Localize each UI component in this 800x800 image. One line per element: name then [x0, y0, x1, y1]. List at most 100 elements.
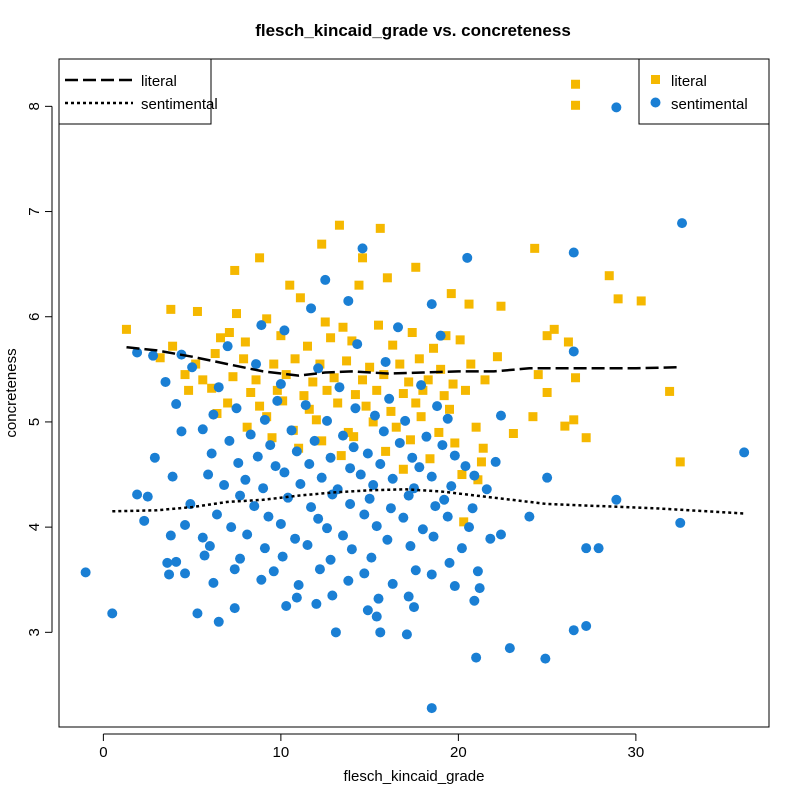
sentimental-point — [495, 410, 506, 421]
sentimental-point — [611, 102, 622, 113]
x-axis: 0 10 20 30 — [99, 733, 645, 761]
sentimental-point — [442, 413, 453, 424]
literal-point — [365, 362, 375, 372]
legend-points: literal sentimental — [638, 58, 770, 125]
y-tick-label: 7 — [26, 207, 43, 215]
literal-point — [460, 385, 470, 395]
sentimental-point — [338, 530, 348, 541]
trend-line-literal — [126, 345, 681, 377]
legend-points-box — [638, 58, 770, 125]
sentimental-point — [142, 491, 153, 502]
sentimental-point — [224, 435, 235, 446]
sentimental-point — [581, 543, 592, 554]
sentimental-point — [426, 569, 437, 580]
sentimental-point — [611, 494, 622, 505]
sentimental-point — [203, 469, 214, 480]
literal-point — [168, 341, 178, 351]
sentimental-point — [325, 452, 336, 463]
literal-point — [317, 239, 327, 249]
sentimental-point — [384, 393, 395, 404]
literal-point — [374, 320, 383, 330]
literal-point — [358, 253, 368, 263]
literal-point — [571, 100, 581, 110]
sentimental-point — [343, 295, 354, 306]
literal-point — [381, 446, 391, 456]
sentimental-point — [180, 520, 191, 531]
sentimental-point — [407, 452, 418, 463]
literal-point — [464, 299, 474, 309]
legend-circle-marker — [650, 97, 661, 108]
sentimental-point — [568, 346, 579, 357]
sentimental-point — [334, 382, 345, 393]
x-tick-label: 10 — [273, 744, 290, 761]
sentimental-point — [474, 583, 485, 594]
sentimental-point — [164, 569, 175, 580]
sentimental-point — [364, 493, 375, 504]
sentimental-point — [449, 450, 460, 461]
sentimental-point — [471, 652, 482, 663]
sentimental-point — [304, 459, 315, 470]
sentimental-point — [295, 478, 306, 489]
literal-point — [121, 324, 131, 334]
sentimental-point — [444, 557, 455, 568]
sentimental-point — [481, 484, 492, 495]
sentimental-point — [428, 531, 439, 542]
literal-point — [405, 435, 415, 445]
x-tick-label: 0 — [99, 744, 107, 761]
sentimental-point — [403, 490, 414, 501]
sentimental-point — [430, 501, 441, 512]
x-tick-label: 30 — [628, 744, 645, 761]
sentimental-point — [542, 472, 553, 483]
sentimental-point — [208, 409, 219, 420]
literal-point — [411, 398, 421, 408]
literal-point — [354, 280, 364, 290]
legend-lines-label-sentimental: sentimental — [141, 96, 218, 113]
sentimental-point — [272, 395, 283, 406]
literal-point — [216, 333, 226, 343]
sentimental-point — [213, 382, 224, 393]
sentimental-point — [464, 522, 475, 533]
literal-point — [386, 406, 396, 416]
sentimental-point — [306, 303, 317, 314]
legend-points-label-literal: literal — [671, 73, 707, 90]
sentimental-point — [417, 524, 428, 535]
sentimental-point — [426, 471, 437, 482]
literal-point — [361, 401, 371, 411]
literal-point — [192, 306, 202, 316]
sentimental-point — [229, 603, 240, 614]
literal-point — [269, 359, 279, 369]
literal-point — [276, 331, 286, 341]
trend-line-sentimental — [112, 488, 745, 515]
sentimental-point — [739, 447, 750, 458]
literal-point — [333, 398, 343, 408]
literal-point — [242, 422, 252, 432]
sentimental-point — [677, 218, 688, 229]
sentimental-point — [265, 440, 276, 451]
sentimental-point — [235, 490, 246, 501]
literal-point — [571, 79, 581, 89]
sentimental-point — [229, 564, 240, 575]
y-axis-label: concreteness — [3, 348, 20, 437]
literal-point — [320, 317, 330, 327]
sentimental-point — [192, 608, 203, 619]
sentimental-point — [171, 399, 182, 410]
sentimental-point — [291, 592, 302, 603]
literal-point — [560, 421, 570, 431]
literal-point — [372, 385, 382, 395]
sentimental-point — [290, 533, 301, 544]
literal-point — [262, 314, 272, 324]
sentimental-point — [279, 467, 290, 478]
sentimental-point — [167, 471, 178, 482]
literal-point — [459, 517, 469, 527]
literal-point — [278, 396, 288, 406]
literal-point — [496, 301, 506, 311]
sentimental-point — [350, 403, 361, 414]
y-tick-label: 5 — [26, 418, 43, 426]
sentimental-point — [165, 530, 176, 541]
literal-point — [675, 457, 685, 467]
literal-point — [466, 359, 476, 369]
sentimental-point — [398, 512, 409, 523]
sentimental-point — [462, 252, 473, 263]
sentimental-point — [403, 591, 414, 602]
